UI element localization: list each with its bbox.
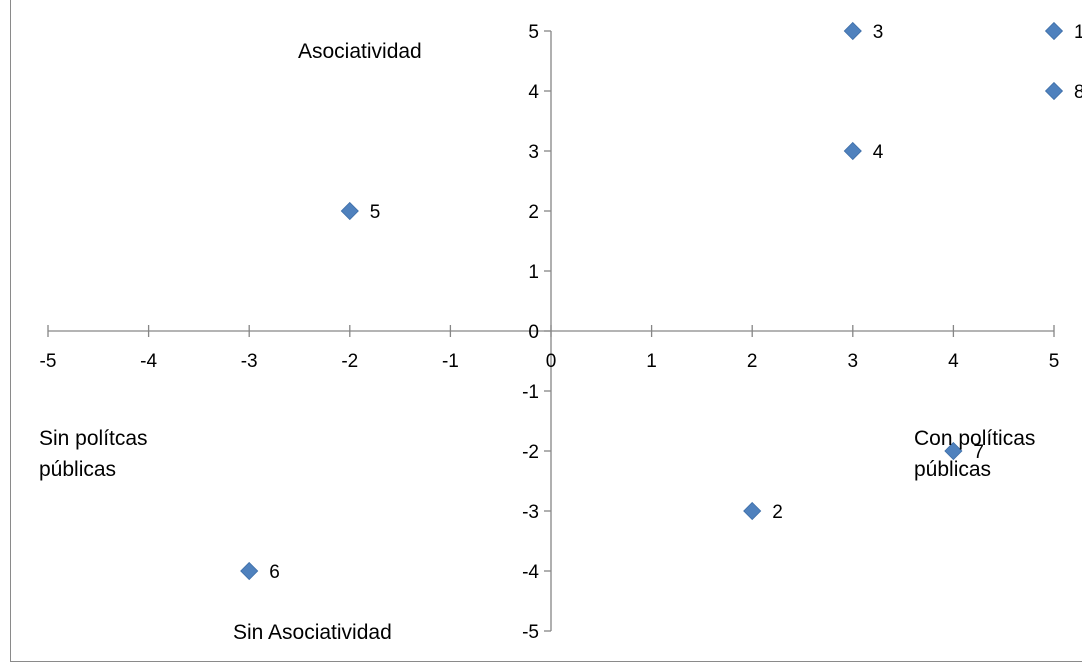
- y-tick-label: 2: [528, 202, 539, 223]
- data-label-5: 5: [370, 202, 381, 223]
- data-point-7: [944, 441, 963, 461]
- data-point-4: [843, 141, 862, 161]
- x-tick-label: 1: [646, 351, 657, 372]
- x-tick-label: -2: [341, 351, 358, 372]
- y-tick-label: 5: [528, 22, 539, 43]
- y-tick-label: -1: [522, 382, 539, 403]
- annotation-bottom: Sin Asociatividad: [233, 621, 392, 644]
- data-point-5: [340, 201, 359, 221]
- y-tick-label: -2: [522, 442, 539, 463]
- annotation-right-line2: públicas: [914, 458, 991, 481]
- data-point-3: [843, 21, 862, 41]
- y-tick-label: 0: [528, 322, 539, 343]
- annotation-right-line1: Con políticas: [914, 427, 1035, 450]
- y-tick-label: 1: [528, 262, 539, 283]
- y-tick-label: 4: [528, 82, 539, 103]
- data-label-2: 2: [772, 502, 783, 523]
- annotation-left-line1: Sin polítcas: [39, 427, 148, 450]
- x-tick-label: -3: [241, 351, 258, 372]
- y-tick-label: -5: [522, 622, 539, 643]
- x-tick-label: 2: [747, 351, 758, 372]
- y-tick-label: 3: [528, 142, 539, 163]
- x-tick-label: 3: [848, 351, 859, 372]
- data-points: 1 2 3 4 5 6 7 8: [240, 21, 1082, 583]
- data-label-8: 8: [1074, 82, 1082, 103]
- x-tick-label: 5: [1049, 351, 1060, 372]
- data-point-6: [240, 561, 259, 581]
- chart-frame: -5 -4 -3 -2 -1 0 1 2 3 4 5 5 4 3 2 1 0 -1 -2 -3 -4 -5 1 2 3 4 5 6 7…: [10, 0, 1082, 662]
- data-label-3: 3: [873, 22, 884, 43]
- data-point-2: [743, 501, 762, 521]
- x-tick-label: -1: [442, 351, 459, 372]
- data-label-7: 7: [973, 442, 984, 463]
- data-label-1: 1: [1074, 22, 1082, 43]
- axes: -5 -4 -3 -2 -1 0 1 2 3 4 5 5 4 3 2 1 0 -1 -2 -3 -4 -5: [40, 22, 1060, 643]
- y-tick-label: -4: [522, 562, 539, 583]
- annotation-left-line2: públicas: [39, 458, 116, 481]
- data-point-1: [1044, 21, 1064, 41]
- x-tick-label: 0: [546, 351, 557, 372]
- data-label-6: 6: [269, 562, 280, 583]
- scatter-chart: -5 -4 -3 -2 -1 0 1 2 3 4 5 5 4 3 2 1 0 -1 -2 -3 -4 -5 1 2 3 4 5 6 7…: [39, 21, 1082, 644]
- x-tick-label: 4: [948, 351, 959, 372]
- x-tick-label: -4: [140, 351, 157, 372]
- data-label-4: 4: [873, 142, 884, 163]
- y-tick-label: -3: [522, 502, 539, 523]
- x-tick-label: -5: [40, 351, 57, 372]
- quadrant-annotations: Asociatividad Sin Asociatividad Sin polí…: [39, 40, 1035, 644]
- data-point-8: [1044, 81, 1064, 101]
- annotation-top: Asociatividad: [298, 40, 422, 63]
